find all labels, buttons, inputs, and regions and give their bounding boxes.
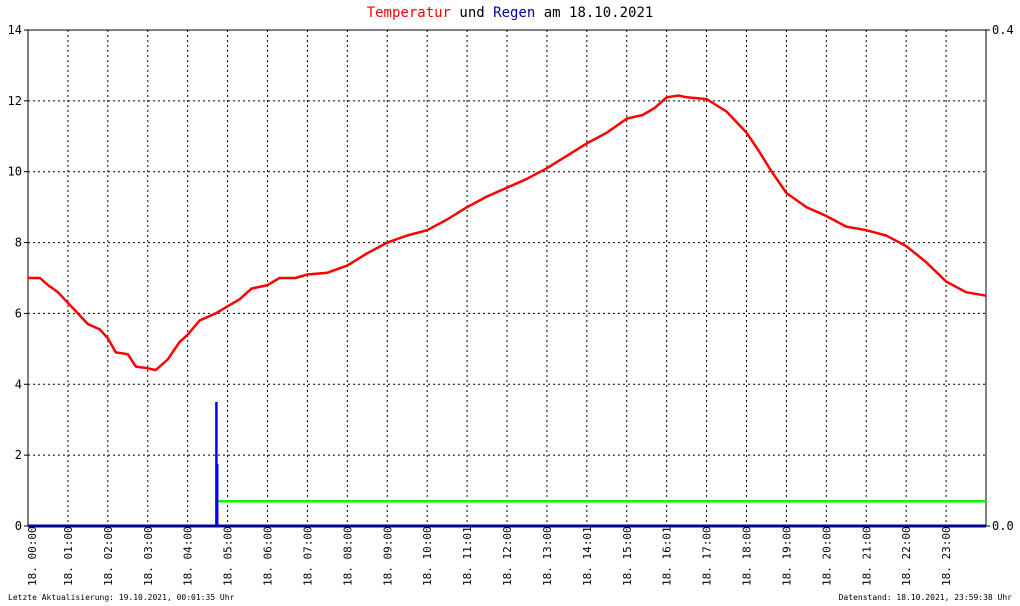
x-tick-label: 18. 08:00 bbox=[341, 526, 354, 586]
x-tick-label: 18. 13:00 bbox=[541, 526, 554, 586]
x-tick-label: 18. 22:00 bbox=[900, 526, 913, 586]
x-tick-label: 18. 19:00 bbox=[780, 526, 793, 586]
x-tick-label: 18. 03:00 bbox=[142, 526, 155, 586]
x-tick-label: 18. 14:01 bbox=[581, 526, 594, 586]
x-tick-label: 18. 00:00 bbox=[26, 526, 39, 586]
y-tick-label-left: 8 bbox=[15, 236, 22, 250]
y-tick-label-left: 10 bbox=[8, 165, 22, 179]
x-tick-label: 18. 09:00 bbox=[381, 526, 394, 586]
y-tick-label-left: 14 bbox=[8, 23, 22, 37]
x-tick-label: 18. 10:00 bbox=[421, 526, 434, 586]
title-date: am 18.10.2021 bbox=[535, 5, 654, 21]
x-tick-label: 18. 18:00 bbox=[741, 526, 754, 586]
x-tick-label: 18. 05:00 bbox=[222, 526, 235, 586]
y-tick-label-left: 6 bbox=[15, 306, 22, 320]
x-tick-label: 18. 06:00 bbox=[262, 526, 275, 586]
x-tick-label: 18. 21:00 bbox=[860, 526, 873, 586]
footer-last-update: Letzte Aktualisierung: 19.10.2021, 00:01… bbox=[8, 593, 235, 602]
y-tick-label-right: 0.4 bbox=[992, 23, 1014, 37]
chart-title: Temperatur und Regen am 18.10.2021 bbox=[0, 5, 1020, 21]
x-tick-label: 18. 15:00 bbox=[621, 526, 634, 586]
x-tick-label: 18. 01:00 bbox=[62, 526, 75, 586]
y-tick-label-left: 4 bbox=[15, 377, 22, 391]
x-tick-label: 18. 17:00 bbox=[701, 526, 714, 586]
x-tick-label: 18. 16:01 bbox=[661, 526, 674, 586]
footer-data-status: Datenstand: 18.10.2021, 23:59:38 Uhr bbox=[838, 593, 1012, 602]
x-tick-label: 18. 02:00 bbox=[102, 526, 115, 586]
title-rain: Regen bbox=[493, 5, 536, 21]
x-tick-label: 18. 12:00 bbox=[501, 526, 514, 586]
title-and: und bbox=[450, 5, 494, 21]
title-temperature: Temperatur bbox=[366, 5, 451, 21]
x-tick-label: 18. 07:00 bbox=[301, 526, 314, 586]
y-tick-label-left: 2 bbox=[15, 448, 22, 462]
x-tick-label: 18. 11:01 bbox=[461, 526, 474, 586]
x-tick-label: 18. 23:00 bbox=[940, 526, 953, 586]
x-tick-label: 18. 04:00 bbox=[182, 526, 195, 586]
x-tick-label: 18. 20:00 bbox=[820, 526, 833, 586]
y-tick-label-left: 12 bbox=[8, 94, 22, 108]
y-tick-label-right: 0.0 bbox=[992, 519, 1014, 533]
y-tick-label-left: 0 bbox=[15, 519, 22, 533]
temperature-line bbox=[28, 94, 987, 372]
